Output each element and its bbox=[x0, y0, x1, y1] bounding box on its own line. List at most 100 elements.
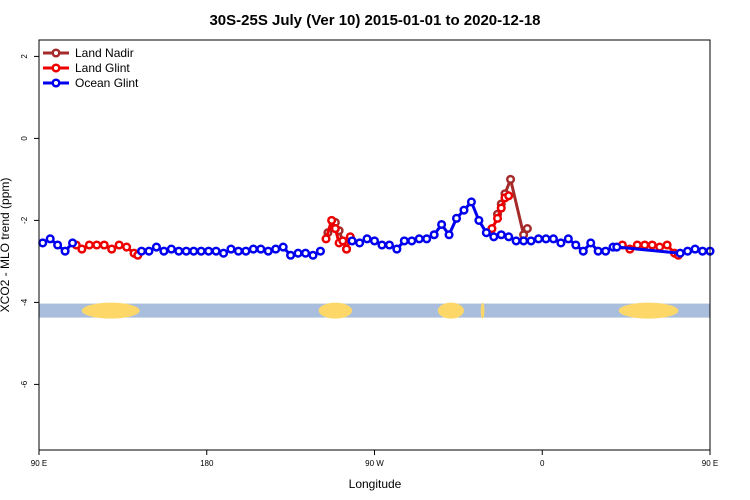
land-band-0 bbox=[81, 302, 140, 319]
legend-entry: Ocean Glint bbox=[43, 76, 139, 90]
data-point bbox=[68, 238, 78, 248]
data-point bbox=[511, 236, 521, 246]
legend-label: Land Glint bbox=[75, 61, 130, 75]
data-point bbox=[204, 246, 214, 256]
data-point bbox=[256, 244, 266, 254]
data-point bbox=[362, 234, 372, 244]
data-point bbox=[181, 246, 191, 256]
land-band-4 bbox=[618, 302, 679, 319]
data-point bbox=[226, 244, 236, 254]
series-layer bbox=[38, 174, 715, 260]
x-tick-label: 0 bbox=[540, 459, 545, 468]
data-point bbox=[92, 240, 102, 250]
y-axis-label: XCO2 - MLO trend (ppm) bbox=[0, 178, 12, 313]
series-ocean-glint bbox=[38, 197, 715, 260]
data-point bbox=[330, 224, 340, 234]
data-point bbox=[122, 242, 132, 252]
data-point bbox=[548, 234, 558, 244]
data-point bbox=[459, 205, 469, 215]
land-band-2 bbox=[437, 302, 464, 319]
data-point bbox=[114, 240, 124, 250]
data-point bbox=[315, 246, 325, 256]
data-point bbox=[341, 244, 352, 254]
data-point bbox=[377, 240, 387, 250]
data-point bbox=[571, 240, 581, 250]
legend-label: Land Nadir bbox=[75, 46, 134, 60]
data-point bbox=[563, 234, 573, 244]
data-point bbox=[504, 191, 514, 201]
data-point bbox=[136, 246, 147, 256]
data-point bbox=[286, 250, 296, 260]
data-point bbox=[496, 203, 506, 213]
data-point bbox=[612, 242, 622, 252]
land-band-1 bbox=[318, 302, 353, 319]
data-point bbox=[77, 244, 87, 254]
x-tick-label: 90 E bbox=[702, 459, 718, 468]
data-point bbox=[541, 234, 551, 244]
data-point bbox=[556, 238, 566, 248]
data-point bbox=[640, 240, 650, 250]
x-tick-label: 90 W bbox=[365, 459, 384, 468]
data-point bbox=[662, 240, 672, 250]
surface-band bbox=[39, 302, 710, 319]
data-point bbox=[675, 248, 685, 258]
data-point bbox=[519, 236, 529, 246]
data-point bbox=[384, 240, 394, 250]
data-point bbox=[347, 236, 357, 246]
data-point bbox=[504, 232, 514, 242]
data-point bbox=[263, 246, 273, 256]
data-point bbox=[429, 230, 439, 240]
data-point bbox=[487, 224, 497, 234]
x-axis-label: Longitude bbox=[349, 477, 402, 491]
data-point bbox=[489, 232, 499, 242]
y-tick-label: -2 bbox=[20, 216, 29, 224]
data-point bbox=[474, 215, 484, 225]
data-point bbox=[355, 238, 365, 248]
data-point bbox=[526, 236, 536, 246]
data-point bbox=[437, 219, 447, 230]
data-point bbox=[211, 246, 221, 256]
data-point bbox=[84, 240, 94, 250]
data-point bbox=[248, 244, 258, 254]
data-point bbox=[392, 244, 402, 254]
data-point bbox=[414, 234, 424, 244]
data-point bbox=[586, 238, 596, 248]
legend-entry: Land Glint bbox=[43, 61, 130, 75]
data-point bbox=[683, 246, 693, 256]
data-point bbox=[321, 234, 331, 244]
data-point bbox=[399, 236, 409, 246]
legend-marker bbox=[51, 63, 61, 73]
x-axis: 90 E 180 90 W 0 90 E bbox=[31, 450, 718, 468]
data-point bbox=[189, 246, 199, 256]
data-point bbox=[466, 197, 476, 207]
data-point bbox=[300, 248, 311, 258]
data-point bbox=[697, 246, 708, 256]
data-point bbox=[53, 240, 63, 250]
data-point bbox=[308, 250, 318, 260]
data-point bbox=[45, 234, 55, 244]
data-point bbox=[369, 236, 380, 246]
data-point bbox=[293, 248, 303, 258]
ocean-band bbox=[39, 303, 710, 318]
land-band-3 bbox=[480, 302, 485, 319]
data-point bbox=[271, 244, 281, 254]
data-point bbox=[601, 246, 611, 256]
data-point bbox=[655, 242, 665, 252]
y-tick-label: 2 bbox=[20, 54, 29, 59]
data-point bbox=[444, 230, 454, 240]
data-point bbox=[451, 213, 462, 223]
data-point bbox=[481, 228, 491, 238]
x-tick-label: 180 bbox=[200, 459, 214, 468]
data-point bbox=[159, 246, 169, 256]
data-point bbox=[166, 244, 176, 254]
data-point bbox=[422, 234, 432, 244]
data-point bbox=[647, 240, 657, 250]
data-point bbox=[327, 215, 337, 225]
data-point bbox=[338, 236, 348, 246]
data-point bbox=[578, 246, 588, 256]
legend-marker bbox=[51, 48, 61, 58]
data-point bbox=[144, 246, 154, 256]
legend-marker bbox=[51, 78, 61, 88]
